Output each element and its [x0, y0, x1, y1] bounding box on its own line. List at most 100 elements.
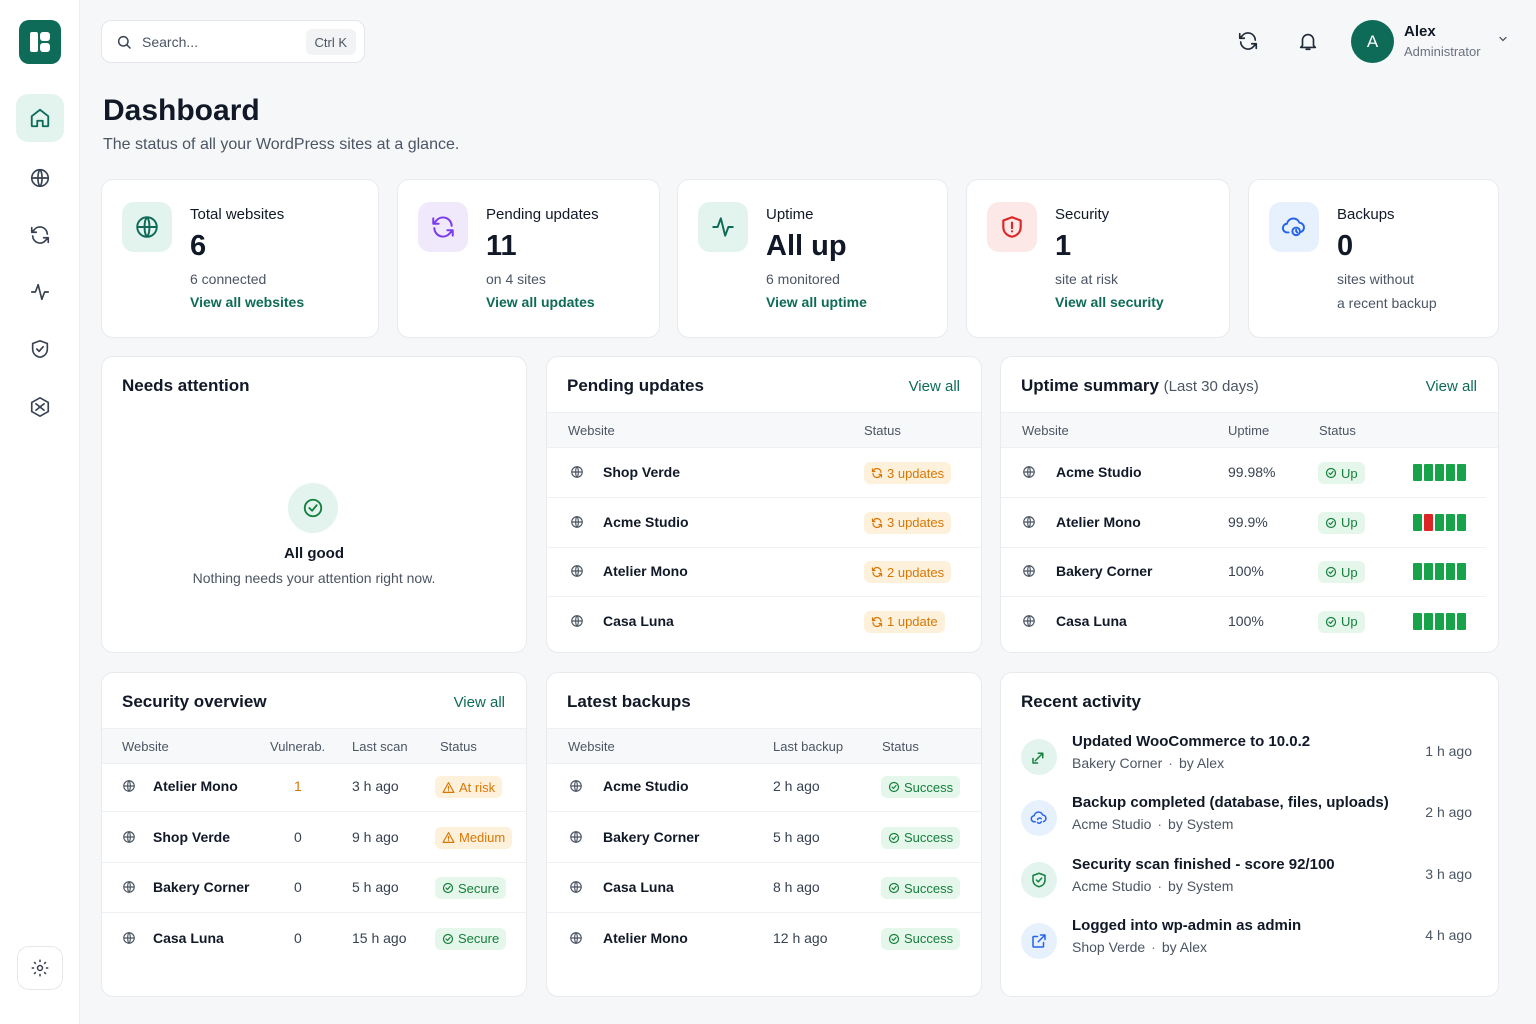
table-row[interactable]: Bakery Corner 5 h ago Success — [547, 813, 981, 863]
view-all-link[interactable]: View all — [908, 378, 960, 395]
activity-item[interactable]: Security scan finished - score 92/100 Acm… — [1001, 856, 1498, 916]
table-row[interactable]: Atelier Mono 99.9% Up — [1001, 498, 1486, 548]
stat-card-uptime: Uptime All up 6 monitored View all uptim… — [677, 179, 948, 338]
site-name[interactable]: Bakery Corner — [153, 879, 250, 895]
sidebar — [0, 0, 80, 1024]
view-all-link[interactable]: View all — [453, 694, 505, 711]
table-row[interactable]: Casa Luna 1 update — [547, 597, 981, 647]
site-name[interactable]: Atelier Mono — [603, 929, 688, 946]
table-row[interactable]: Bakery Corner 100% Up — [1001, 547, 1486, 597]
activity-meta: Shop Verde · by Alex — [1072, 939, 1207, 955]
update-count-badge[interactable]: 1 update — [864, 610, 945, 633]
uptime-bar-up — [1413, 612, 1422, 630]
check-circle-icon — [442, 882, 454, 894]
table-row[interactable]: Atelier Mono 1 3 h ago At risk — [102, 762, 526, 812]
nav-uptime[interactable] — [16, 268, 64, 316]
settings-button[interactable] — [17, 946, 63, 990]
nav-home[interactable] — [16, 94, 64, 142]
activity-item[interactable]: Updated WooCommerce to 10.0.2 Bakery Corn… — [1001, 733, 1498, 793]
site-name[interactable]: Atelier Mono — [603, 563, 688, 579]
badge-label: Secure — [458, 931, 500, 946]
table-row[interactable]: Casa Luna 100% Up — [1001, 597, 1486, 647]
stat-card-backups: Backups 0 sites without a recent backup — [1248, 179, 1499, 338]
nav-integrations[interactable] — [16, 383, 64, 431]
site-name[interactable]: Shop Verde — [153, 828, 231, 845]
activity-time: 3 h ago — [1425, 865, 1472, 882]
site-name[interactable]: Atelier Mono — [1056, 513, 1141, 530]
globe-icon — [1022, 465, 1038, 481]
site-name[interactable]: Acme Studio — [1056, 464, 1142, 480]
last-backup: 12 h ago — [773, 929, 828, 946]
cloud-backup-icon — [1269, 202, 1319, 252]
globe-icon — [569, 880, 585, 896]
site-name[interactable]: Acme Studio — [603, 513, 689, 530]
view-all-websites-link[interactable]: View all websites — [190, 294, 305, 310]
search-input[interactable]: Search... Ctrl K — [101, 20, 365, 63]
uptime-percent: 100% — [1228, 612, 1264, 629]
globe-icon — [122, 830, 138, 846]
activity-item[interactable]: Backup completed (database, files, uploa… — [1001, 794, 1498, 854]
refresh-icon — [871, 517, 883, 529]
badge-label: Secure — [458, 880, 500, 896]
site-name[interactable]: Bakery Corner — [1056, 563, 1153, 579]
activity-icon — [698, 202, 748, 252]
activity-title: Updated WooCommerce to 10.0.2 — [1072, 733, 1311, 750]
table-row[interactable]: Shop Verde 3 updates — [547, 448, 981, 498]
table-row[interactable]: Acme Studio 3 updates — [547, 498, 981, 548]
home-icon — [29, 107, 51, 129]
view-all-link[interactable]: View all — [1425, 378, 1477, 395]
site-name[interactable]: Casa Luna — [1056, 612, 1127, 629]
refresh-button[interactable] — [1229, 22, 1267, 60]
activity-actor: by System — [1168, 877, 1234, 894]
update-count-badge[interactable]: 3 updates — [864, 462, 952, 484]
activity-time: 2 h ago — [1425, 804, 1472, 821]
nav-websites[interactable] — [16, 154, 64, 202]
user-name[interactable]: Alex — [1404, 23, 1436, 40]
status-badge: Up — [1318, 610, 1365, 633]
uptime-bar-up — [1457, 464, 1466, 481]
stat-label: Total websites — [190, 206, 285, 223]
table-row[interactable]: Bakery Corner 0 5 h ago Secure — [102, 863, 526, 913]
last-scan: 15 h ago — [352, 929, 407, 946]
search-shortcut: Ctrl K — [305, 29, 356, 55]
chevron-down-icon[interactable] — [1497, 33, 1509, 45]
avatar[interactable]: A — [1351, 20, 1394, 63]
warning-icon — [442, 831, 455, 844]
notifications-button[interactable] — [1289, 22, 1327, 60]
activity-meta: Acme Studio · by System — [1072, 878, 1233, 894]
table-row[interactable]: Shop Verde 0 9 h ago Medium — [102, 813, 526, 863]
table-row[interactable]: Casa Luna 8 h ago Success — [547, 863, 981, 913]
site-name[interactable]: Bakery Corner — [603, 828, 700, 845]
update-count-badge[interactable]: 2 updates — [864, 561, 952, 583]
nav-security[interactable] — [16, 325, 64, 373]
view-all-security-link[interactable]: View all security — [1055, 294, 1164, 310]
globe-icon — [569, 779, 585, 795]
user-role: Administrator — [1404, 44, 1481, 59]
site-name[interactable]: Acme Studio — [603, 778, 689, 794]
activity-site: Shop Verde — [1072, 938, 1146, 955]
site-name[interactable]: Shop Verde — [603, 464, 681, 480]
activity-item[interactable]: Logged into wp-admin as admin Shop Verde ·… — [1001, 917, 1498, 977]
view-all-updates-link[interactable]: View all updates — [486, 294, 595, 310]
table-row[interactable]: Atelier Mono 12 h ago Success — [547, 914, 981, 964]
table-row[interactable]: Acme Studio 2 h ago Success — [547, 762, 981, 812]
site-name[interactable]: Casa Luna — [603, 612, 674, 629]
site-name[interactable]: Casa Luna — [153, 929, 224, 946]
column-header: Status — [864, 423, 901, 438]
uptime-bar-up — [1446, 464, 1455, 481]
last-backup: 5 h ago — [773, 828, 820, 845]
table-row[interactable]: Casa Luna 0 15 h ago Secure — [102, 914, 526, 964]
uptime-bar-up — [1424, 464, 1433, 481]
brand-logo[interactable] — [19, 20, 61, 64]
check-circle-icon — [888, 781, 900, 793]
table-row[interactable]: Atelier Mono 2 updates — [547, 547, 981, 597]
table-row[interactable]: Acme Studio 99.98% Up — [1001, 448, 1486, 498]
last-backup: 8 h ago — [773, 879, 820, 895]
view-all-uptime-link[interactable]: View all uptime — [766, 294, 867, 310]
nav-updates[interactable] — [16, 211, 64, 259]
badge-label: Up — [1341, 515, 1358, 530]
site-name[interactable]: Casa Luna — [603, 879, 674, 895]
site-name[interactable]: Atelier Mono — [153, 778, 238, 794]
update-count-badge[interactable]: 3 updates — [864, 511, 952, 534]
vulnerability-count: 1 — [294, 778, 302, 794]
